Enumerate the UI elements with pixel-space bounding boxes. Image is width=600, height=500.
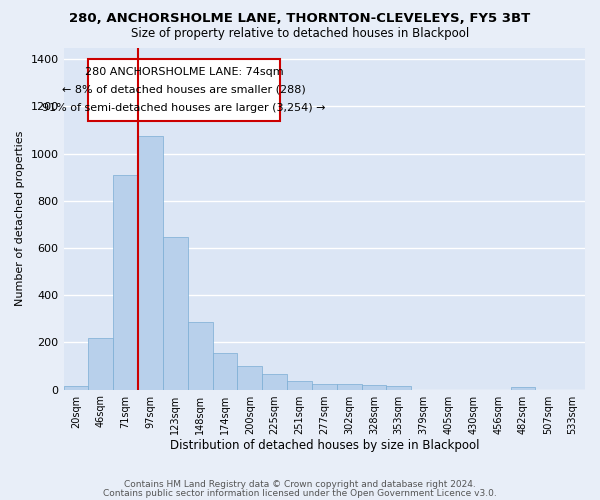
Bar — [287, 380, 312, 390]
Bar — [312, 384, 337, 390]
Bar — [511, 387, 535, 390]
Bar — [163, 238, 188, 390]
Bar — [238, 366, 262, 390]
Text: Contains public sector information licensed under the Open Government Licence v3: Contains public sector information licen… — [103, 488, 497, 498]
FancyBboxPatch shape — [88, 60, 280, 120]
Y-axis label: Number of detached properties: Number of detached properties — [15, 131, 25, 306]
Text: ← 8% of detached houses are smaller (288): ← 8% of detached houses are smaller (288… — [62, 85, 306, 95]
Bar — [188, 322, 212, 390]
Bar — [262, 374, 287, 390]
Bar — [362, 386, 386, 390]
Text: Size of property relative to detached houses in Blackpool: Size of property relative to detached ho… — [131, 28, 469, 40]
Bar — [64, 386, 88, 390]
Bar — [337, 384, 362, 390]
Text: Contains HM Land Registry data © Crown copyright and database right 2024.: Contains HM Land Registry data © Crown c… — [124, 480, 476, 489]
Bar — [212, 353, 238, 390]
X-axis label: Distribution of detached houses by size in Blackpool: Distribution of detached houses by size … — [170, 440, 479, 452]
Bar — [113, 175, 138, 390]
Text: 91% of semi-detached houses are larger (3,254) →: 91% of semi-detached houses are larger (… — [42, 102, 326, 113]
Bar — [88, 338, 113, 390]
Bar — [386, 386, 411, 390]
Text: 280, ANCHORSHOLME LANE, THORNTON-CLEVELEYS, FY5 3BT: 280, ANCHORSHOLME LANE, THORNTON-CLEVELE… — [70, 12, 530, 26]
Bar — [138, 136, 163, 390]
Text: 280 ANCHORSHOLME LANE: 74sqm: 280 ANCHORSHOLME LANE: 74sqm — [85, 68, 283, 78]
